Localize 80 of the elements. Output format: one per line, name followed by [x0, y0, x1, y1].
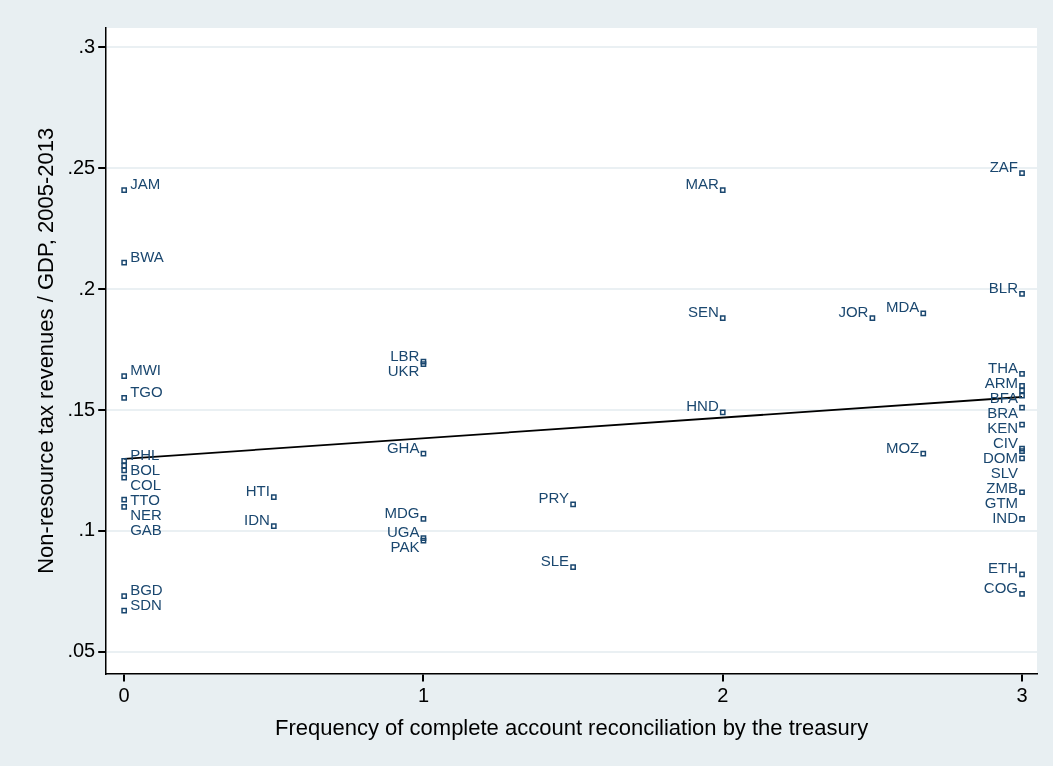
point — [570, 564, 576, 571]
annotation: ARM — [984, 373, 1019, 391]
annotation: HTI — [245, 482, 270, 500]
annotation: THA — [988, 358, 1019, 376]
annotation: JAM — [130, 175, 161, 192]
annotation: MOZ — [885, 438, 920, 456]
y-axis-title: Non-resource tax revenues / GDP, 2005-2013 — [33, 127, 59, 574]
annotation: NER — [130, 505, 162, 523]
point — [570, 501, 576, 508]
annotation: PRY — [538, 489, 570, 507]
annotation: SLE — [540, 552, 570, 570]
point — [121, 474, 128, 481]
annotation: BRA — [987, 403, 1019, 421]
annotation: ZAF — [989, 158, 1019, 176]
point — [121, 395, 128, 401]
point — [719, 187, 726, 193]
annotation: BWA — [130, 247, 164, 265]
annotation: GTM — [984, 493, 1019, 511]
point — [121, 373, 128, 380]
annotation: GHA — [386, 438, 420, 456]
x-tick-label: 1 — [417, 684, 430, 707]
annotation: SLV — [990, 463, 1019, 481]
annotation: CIV — [993, 433, 1019, 451]
point — [1019, 392, 1025, 399]
annotation: UKR — [387, 361, 420, 379]
annotation: DOM — [983, 448, 1019, 466]
annotation: JOR — [838, 303, 869, 321]
y-tick-label: .05 — [67, 639, 96, 662]
annotation: TTO — [130, 490, 160, 508]
annotation: MDG — [384, 503, 420, 521]
y-tick-label: .1 — [78, 518, 96, 541]
point — [1019, 571, 1025, 578]
point — [1019, 590, 1025, 597]
x-tick-label: 2 — [717, 684, 729, 707]
annotation: BLR — [988, 278, 1019, 296]
annotation: SEN — [687, 303, 719, 321]
point — [719, 315, 726, 322]
y-tick-label: .25 — [67, 155, 96, 178]
y-tick-label: .15 — [67, 397, 96, 420]
annotation: PAK — [390, 538, 420, 556]
annotation: COL — [130, 475, 161, 493]
annotation: UGA — [386, 523, 420, 541]
point — [1019, 170, 1025, 176]
point — [1019, 515, 1025, 522]
point — [1019, 387, 1025, 394]
annotation: ETH — [988, 559, 1019, 577]
x-tick-label: 3 — [1016, 684, 1028, 707]
annotation: KEN — [987, 418, 1019, 436]
y-tick-label: .3 — [78, 34, 96, 57]
point — [1019, 382, 1025, 389]
point — [1019, 421, 1025, 428]
point — [121, 593, 128, 600]
annotation: LBR — [390, 346, 420, 364]
point — [1019, 455, 1025, 462]
annotation: BOL — [130, 460, 161, 478]
annotation: HND — [686, 397, 719, 415]
point — [1019, 489, 1025, 496]
point — [121, 187, 128, 193]
annotation: IDN — [243, 511, 270, 529]
point — [270, 523, 277, 529]
y-tick-label: .2 — [78, 276, 96, 299]
annotation: ZMB — [986, 478, 1019, 496]
x-tick-label: 0 — [118, 684, 130, 707]
annotation: BGD — [130, 581, 163, 599]
x-axis-title: Frequency of complete account reconciliation by the treasury — [275, 714, 869, 740]
annotation: TGO — [130, 382, 163, 400]
point — [1019, 291, 1025, 297]
point — [270, 494, 277, 500]
point — [121, 503, 128, 510]
annotation: MDA — [885, 298, 920, 316]
point — [920, 310, 927, 317]
annotation: SDN — [130, 596, 162, 614]
annotation: COG — [983, 578, 1019, 596]
annotation: IND — [992, 508, 1019, 526]
annotation: MWI — [130, 361, 161, 379]
point — [121, 607, 128, 614]
point — [1019, 370, 1025, 377]
point — [1019, 404, 1025, 411]
annotation: MAR — [685, 175, 719, 192]
annotation: GAB — [130, 520, 162, 538]
